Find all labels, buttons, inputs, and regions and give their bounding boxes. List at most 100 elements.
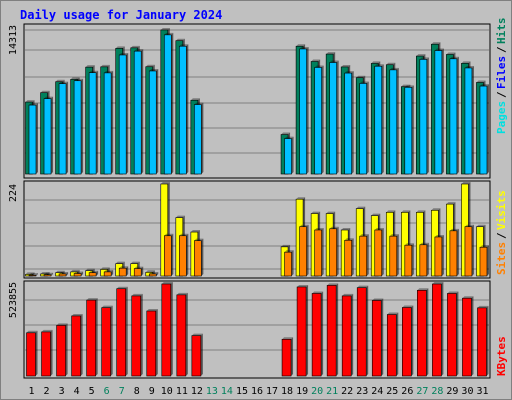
bar-visits-day-11-top	[175, 215, 185, 218]
bar-sites-day-29-face	[449, 230, 458, 277]
bar-files-day-2-top	[44, 96, 54, 99]
bar-kbytes-day-3-top	[56, 323, 68, 326]
bar-files-day-18-top	[284, 136, 294, 139]
bar-sites-day-19-side	[306, 224, 309, 276]
x-tick-label-29: 29	[446, 386, 458, 397]
legend-separator: /	[495, 46, 508, 53]
bar-sites-day-27	[419, 242, 429, 277]
bar-files-day-4-top	[74, 78, 84, 81]
bar-hits-day-1-top	[25, 100, 35, 103]
bar-kbytes-day-27	[417, 288, 429, 377]
bar-kbytes-day-31	[477, 305, 489, 377]
bar-hits-day-7-top	[115, 46, 125, 49]
bar-files-day-26-top	[404, 85, 414, 88]
bar-sites-day-10-top	[164, 233, 174, 236]
bar-files-day-21-side	[336, 60, 339, 174]
bar-kbytes-day-4-face	[71, 315, 81, 377]
bar-kbytes-day-1-side	[35, 330, 38, 376]
bar-files-day-7-top	[119, 52, 129, 55]
bar-kbytes-day-26-top	[402, 305, 414, 308]
bar-files-day-29	[449, 56, 459, 175]
bar-sites-day-31-top	[479, 245, 489, 248]
legend-item-kbytes: KBytes	[495, 336, 508, 376]
bar-kbytes-day-22-side	[351, 293, 354, 376]
bar-hits-day-4-top	[70, 77, 80, 80]
bar-sites-day-19-face	[299, 226, 307, 277]
bar-sites-day-3-top	[59, 271, 69, 274]
bar-files-day-7-face	[118, 54, 127, 175]
bar-kbytes-day-29	[447, 291, 459, 377]
bar-visits-day-9-top	[145, 270, 155, 273]
bar-kbytes-day-20-side	[321, 291, 324, 376]
x-tick-label-25: 25	[386, 386, 398, 397]
bar-sites-day-1-face	[28, 274, 37, 277]
bar-kbytes-day-24-side	[381, 298, 384, 376]
legend-panel-3: KBytes	[495, 336, 508, 376]
bar-sites-day-25-side	[396, 234, 399, 276]
bar-sites-day-5	[88, 270, 99, 277]
x-tick-label-31: 31	[476, 386, 488, 397]
bar-kbytes-day-29-top	[447, 291, 459, 294]
bar-visits-day-12-top	[190, 230, 200, 233]
bar-kbytes-day-2-top	[41, 329, 53, 332]
bar-kbytes-day-24	[371, 298, 384, 377]
bar-sites-day-7	[118, 266, 129, 277]
bar-files-day-20	[314, 65, 324, 175]
bar-hits-day-18-top	[281, 132, 291, 135]
legend-item-pages: Pages	[495, 101, 508, 134]
x-tick-label-14: 14	[221, 386, 233, 397]
bar-files-day-3	[58, 81, 69, 175]
legend-item-files: Files	[495, 56, 508, 89]
bar-sites-day-28-side	[441, 234, 444, 276]
bar-kbytes-day-2-face	[41, 331, 51, 377]
bar-sites-day-24-face	[374, 229, 383, 277]
bar-hits-day-11-top	[175, 38, 185, 41]
bar-kbytes-day-18-face	[281, 338, 292, 377]
x-tick-label-26: 26	[401, 386, 413, 397]
bar-files-day-6-side	[111, 70, 114, 174]
x-tick-label-2: 2	[44, 386, 50, 397]
bar-kbytes-day-10	[161, 282, 173, 377]
bar-hits-day-6-top	[100, 64, 110, 67]
bar-kbytes-day-29-face	[447, 293, 457, 377]
bar-files-day-6-top	[104, 70, 114, 73]
bar-kbytes-day-28	[432, 282, 444, 377]
bar-sites-day-10-face	[163, 235, 172, 277]
bar-hits-day-10-top	[160, 28, 170, 30]
bar-sites-day-8-side	[141, 266, 144, 276]
bar-sites-day-8-face	[133, 268, 142, 277]
bar-kbytes-day-5	[86, 298, 98, 377]
bar-sites-day-23-side	[366, 234, 369, 276]
bar-hits-day-23-top	[356, 75, 366, 78]
bar-kbytes-day-6-side	[110, 305, 113, 376]
bar-kbytes-day-27-face	[417, 289, 427, 377]
bar-files-day-8-top	[134, 49, 144, 52]
bar-kbytes-day-5-top	[86, 298, 98, 301]
bar-sites-day-3-side	[66, 271, 69, 276]
bar-sites-day-26-face	[404, 244, 413, 277]
bar-sites-day-29-side	[456, 228, 459, 276]
bar-hits-day-27-top	[416, 54, 426, 57]
bar-sites-day-21-face	[329, 228, 337, 277]
bar-sites-day-20-top	[314, 228, 324, 230]
bar-files-day-7-side	[126, 52, 129, 174]
bar-kbytes-day-10-top	[161, 282, 173, 284]
bar-sites-day-3-face	[58, 273, 67, 277]
x-tick-label-10: 10	[161, 386, 173, 397]
bar-sites-day-27-side	[426, 242, 429, 276]
bar-kbytes-day-22	[341, 293, 354, 377]
bar-files-day-27-top	[419, 57, 429, 60]
bar-kbytes-day-20	[311, 291, 324, 377]
bar-visits-day-4-top	[70, 269, 80, 272]
x-tick-label-18: 18	[281, 386, 293, 397]
bar-visits-day-20-top	[311, 211, 321, 214]
bar-hits-day-31-top	[476, 80, 486, 83]
bar-kbytes-day-23-face	[356, 287, 367, 377]
bar-sites-day-7-top	[119, 266, 129, 269]
bar-files-day-25	[389, 67, 399, 175]
bar-sites-day-24	[374, 228, 384, 277]
bar-files-day-23-face	[359, 83, 368, 175]
bar-files-day-30	[464, 65, 474, 175]
bar-hits-day-3-top	[55, 79, 65, 82]
bar-files-day-5-face	[88, 72, 97, 175]
